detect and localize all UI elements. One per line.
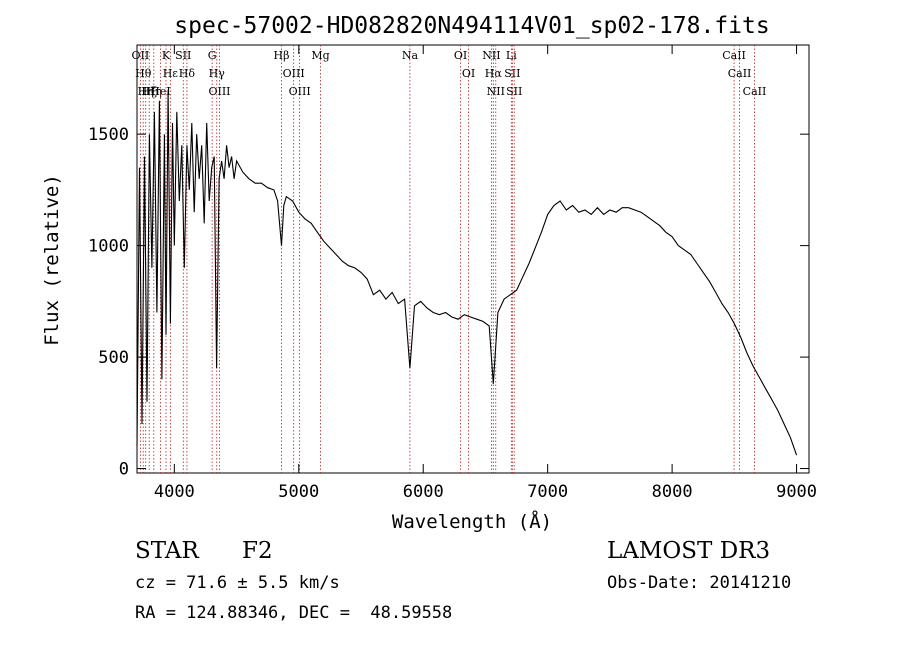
spectral-line-markers: OIIHθHηHζHηHeIKHεSIIHδGHγOIIIHβOIIIOIIIM… [132, 45, 767, 473]
survey-name: LAMOST DR3 [607, 538, 771, 564]
ra-dec: RA = 124.88346, DEC = 48.59558 [135, 603, 453, 623]
line-marker-label: OIII [289, 85, 311, 98]
line-marker-label: OII [132, 49, 150, 62]
line-marker-label: Hα [485, 67, 503, 80]
line-marker-label: G [208, 49, 217, 62]
line-marker-label: CaII [728, 67, 752, 80]
x-tick-label: 9000 [776, 482, 817, 502]
line-marker-label: Hη [146, 85, 162, 98]
line-marker-label: K [162, 49, 171, 62]
line-marker-label: NII [487, 85, 505, 98]
y-tick-label: 1000 [88, 237, 129, 257]
y-tick-label: 0 [119, 460, 129, 480]
line-marker-label: Mg [311, 49, 329, 62]
line-marker-label: Hγ [209, 67, 226, 80]
line-marker-label: CaII [743, 85, 767, 98]
line-marker-label: Hζ [141, 85, 157, 98]
line-marker-label: OIII [208, 85, 230, 98]
x-tick-label: 4000 [154, 482, 195, 502]
x-tick-label: 5000 [278, 482, 319, 502]
plot-frame [136, 44, 810, 474]
line-marker-label: Na [402, 49, 419, 62]
line-marker-label: Li [506, 49, 517, 62]
y-axis-label: Flux (relative) [41, 174, 63, 346]
line-marker-label: Hβ [274, 49, 290, 62]
y-tick-label: 1500 [88, 125, 129, 145]
line-marker-label: Hη [138, 85, 154, 98]
spectrum-line [136, 89, 798, 456]
line-marker-label: SII [506, 85, 522, 98]
object-subclass: F2 [242, 538, 273, 564]
line-marker-label: NII [482, 49, 500, 62]
line-marker-label: OI [454, 49, 467, 62]
line-marker-label: Hδ [179, 67, 196, 80]
object-class: STAR [135, 538, 199, 564]
line-marker-label: Hθ [135, 67, 152, 80]
line-marker-label: SII [175, 49, 191, 62]
redshift-velocity: cz = 71.6 ± 5.5 km/s [135, 573, 340, 593]
x-tick-label: 6000 [403, 482, 444, 502]
obs-date: Obs-Date: 20141210 [607, 573, 792, 593]
x-tick-label: 8000 [652, 482, 693, 502]
line-marker-label: SII [504, 67, 520, 80]
line-marker-label: CaII [722, 49, 746, 62]
x-tick-label: 7000 [527, 482, 568, 502]
axis-ticks: 4000 5000 6000 7000 8000 9000 0 500 1000 1500 [88, 45, 817, 502]
chart-title: spec-57002-HD082820N494114V01_sp02-178.f… [174, 13, 769, 39]
line-marker-label: OI [462, 67, 475, 80]
y-tick-label: 500 [98, 348, 129, 368]
line-marker-label: OIII [283, 67, 305, 80]
x-axis-label: Wavelength (Å) [392, 510, 552, 533]
line-marker-label: Hε [163, 67, 179, 80]
